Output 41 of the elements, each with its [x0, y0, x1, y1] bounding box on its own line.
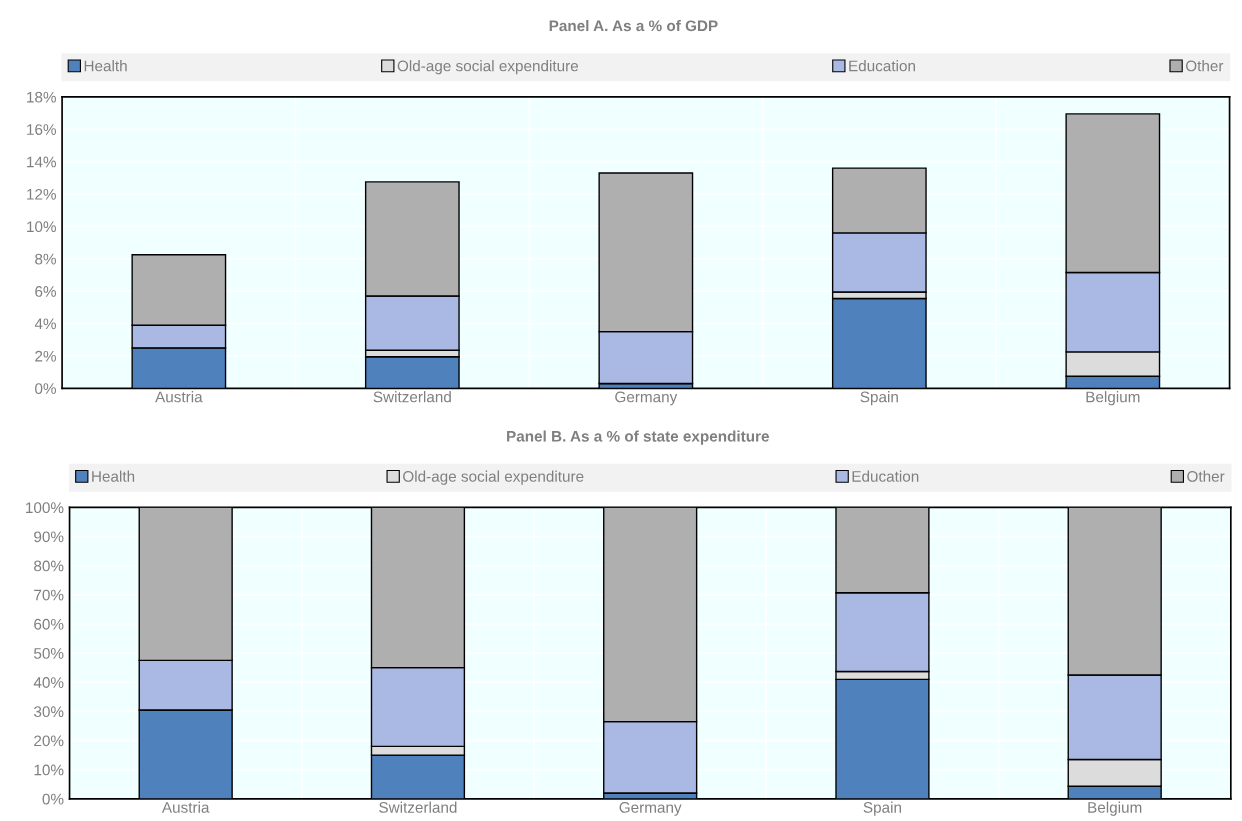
chart-title: Panel A. As a % of GDP [549, 19, 718, 32]
y-tick-label: 12% [27, 188, 56, 200]
x-tick-label: Germany [619, 802, 682, 816]
x-tick-label: Germany [615, 391, 678, 406]
y-tick-label: 2% [35, 350, 56, 362]
legend-label: Other [1187, 470, 1225, 482]
y-tick-label: 30% [34, 706, 64, 718]
y-tick-label: 60% [34, 618, 64, 630]
x-tick-label: Switzerland [379, 801, 457, 813]
y-tick-label: 8% [35, 253, 56, 265]
y-tick-label: 0% [35, 383, 56, 395]
x-tick-label: Austria [155, 391, 203, 403]
legend-label: Old-age social expenditure [403, 470, 584, 485]
y-tick-label: 6% [35, 286, 56, 297]
y-tick-label: 4% [34, 318, 56, 330]
y-tick-label: 14% [27, 156, 56, 168]
y-tick-label: 10% [27, 221, 56, 233]
x-tick-label: Belgium [1086, 391, 1140, 406]
chart-title: Panel B. As a % of state expenditure [507, 430, 769, 445]
y-tick-label: 40% [33, 677, 64, 688]
legend-label: Health [84, 60, 127, 72]
x-tick-label: Belgium [1088, 801, 1142, 816]
x-tick-label: Austria [161, 801, 210, 813]
x-tick-label: Spain [860, 391, 898, 406]
y-tick-label: 90% [34, 531, 64, 543]
x-tick-label: Spain [863, 801, 901, 816]
y-tick-label: 0% [42, 793, 64, 805]
y-tick-label: 80% [34, 560, 64, 572]
legend-label: Health [92, 470, 135, 482]
legend-label: Education [849, 60, 915, 72]
y-tick-label: 18% [27, 91, 56, 103]
y-tick-label: 10% [34, 764, 64, 776]
legend-label: Education [852, 470, 919, 482]
y-tick-label: 100% [26, 502, 64, 514]
legend-label: Old-age social expenditure [397, 60, 579, 75]
y-tick-label: 70% [34, 589, 64, 601]
y-tick-label: 50% [34, 647, 64, 659]
x-tick-label: Switzerland [373, 391, 451, 403]
y-tick-label: 16% [27, 124, 56, 135]
legend-label: Other [1185, 60, 1224, 72]
y-tick-label: 20% [34, 735, 64, 747]
